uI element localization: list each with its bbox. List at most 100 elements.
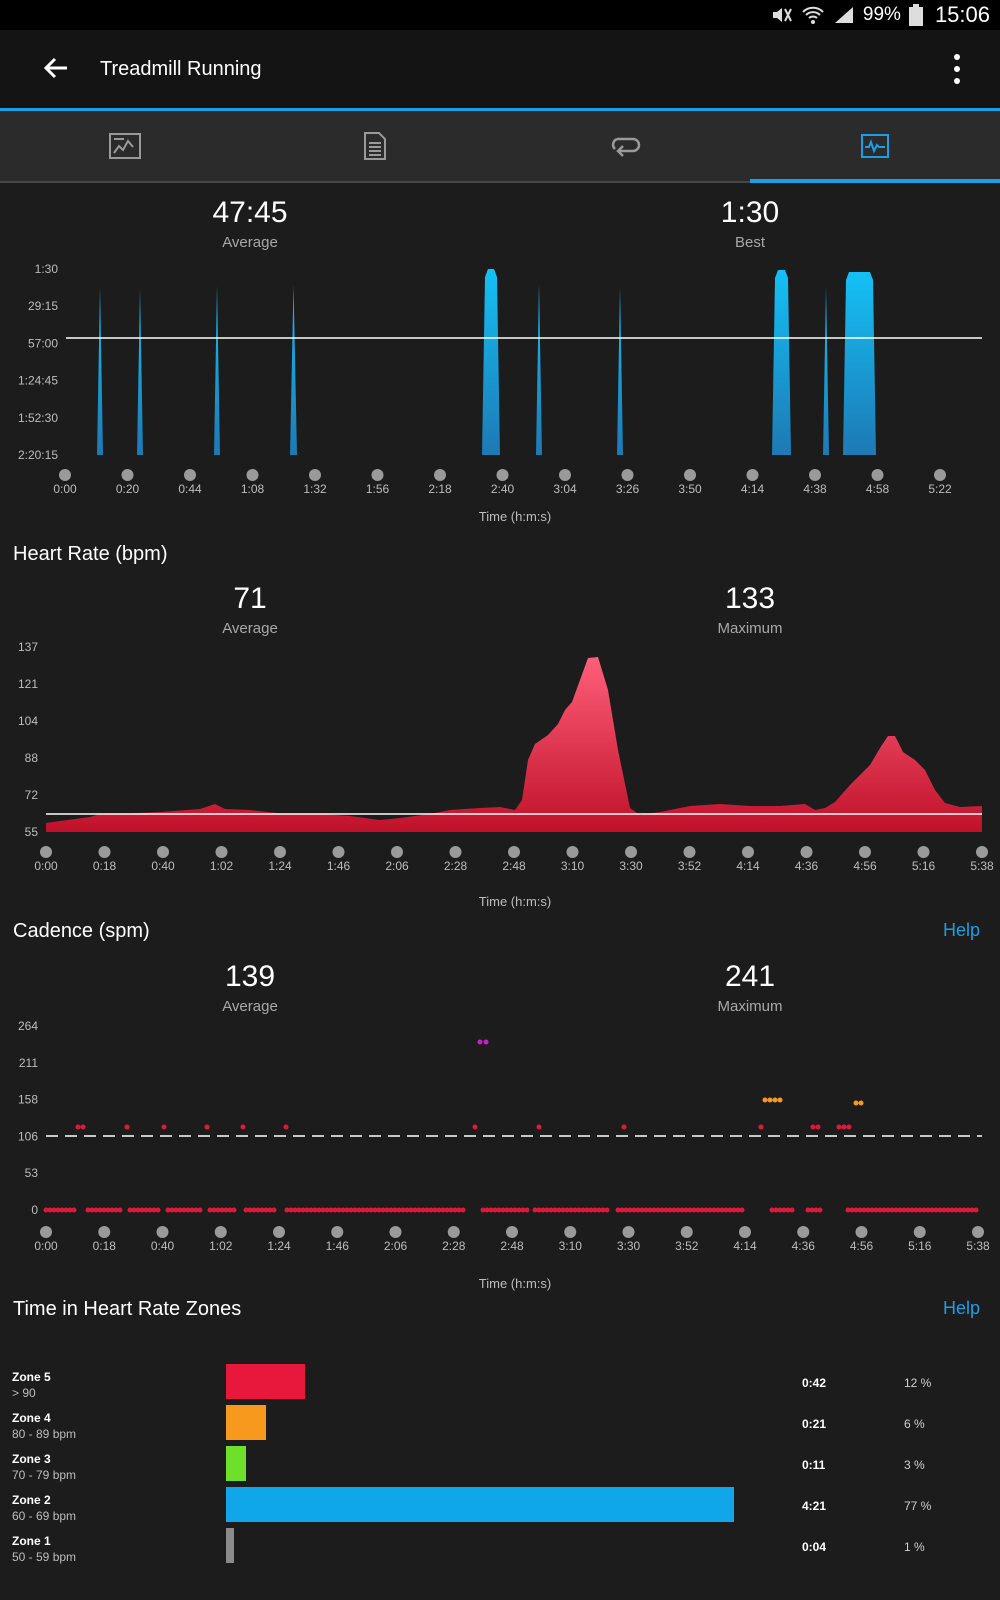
cadence-point <box>695 1207 701 1213</box>
cadence-point <box>63 1207 69 1213</box>
cadence-x-axis-label: Time (h:m:s) <box>479 1276 551 1291</box>
tab-charts[interactable] <box>750 111 1000 183</box>
cadence-x-tick-label: 2:28 <box>442 1239 466 1253</box>
cadence-point <box>480 1207 486 1213</box>
details-icon <box>364 132 386 160</box>
cadence-point <box>925 1207 931 1213</box>
cadence-point <box>316 1207 322 1213</box>
charts-icon <box>861 134 889 158</box>
cadence-point <box>877 1207 883 1213</box>
tab-bar <box>0 111 1000 183</box>
cadence-point <box>161 1124 167 1130</box>
cadence-point <box>492 1207 498 1213</box>
cadence-y-tick-label: 53 <box>25 1166 39 1180</box>
hr-x-tick-label: 2:06 <box>385 859 409 873</box>
more-options-icon[interactable] <box>950 52 964 86</box>
cadence-average-label: Average <box>222 998 278 1015</box>
cadence-point <box>496 1207 502 1213</box>
cadence-point <box>300 1207 306 1213</box>
hr-x-tick-label: 0:00 <box>34 859 58 873</box>
hr-x-tick-label: 4:14 <box>736 859 760 873</box>
zone-time: 0:04 <box>802 1540 827 1554</box>
cadence-point <box>155 1207 161 1213</box>
tab-laps[interactable] <box>500 111 750 181</box>
pace-x-tick-label: 0:00 <box>53 482 77 496</box>
cadence-point <box>416 1207 422 1213</box>
cadence-point <box>267 1207 273 1213</box>
cadence-point <box>781 1207 787 1213</box>
cadence-point <box>67 1207 73 1213</box>
cadence-point <box>592 1207 598 1213</box>
cadence-point <box>348 1207 354 1213</box>
cadence-point <box>308 1207 314 1213</box>
cadence-point <box>51 1207 57 1213</box>
app-bar: Treadmill Running <box>0 30 1000 111</box>
hr-y-tick-label: 55 <box>25 825 39 839</box>
cadence-max-label: Maximum <box>717 998 783 1015</box>
cadence-point <box>131 1207 137 1213</box>
cadence-point <box>758 1124 764 1130</box>
cadence-point <box>683 1207 689 1213</box>
x-axis-tick-dot <box>184 469 196 481</box>
hr-x-tick-label: 5:16 <box>912 859 936 873</box>
cadence-point <box>659 1207 665 1213</box>
cadence-point <box>448 1207 454 1213</box>
cadence-point <box>428 1207 434 1213</box>
zone-percent: 77 % <box>904 1499 932 1513</box>
cadence-point <box>255 1207 261 1213</box>
pace-best-stat: 1:30 Best <box>650 196 850 251</box>
cadence-point <box>731 1207 737 1213</box>
cadence-point <box>873 1207 879 1213</box>
cadence-point <box>177 1207 183 1213</box>
cadence-average-stat: 139 Average <box>150 960 350 1015</box>
cadence-point <box>320 1207 326 1213</box>
x-axis-tick-dot <box>331 1226 344 1238</box>
zone-row: Zone 2 60 - 69 bpm 4:21 77 % <box>0 1487 1000 1533</box>
pace-x-tick-label: 3:26 <box>616 482 640 496</box>
x-axis-tick-dot <box>59 469 71 481</box>
cadence-point <box>777 1097 783 1103</box>
pace-x-tick-label: 2:40 <box>491 482 515 496</box>
cadence-help-link[interactable]: Help <box>942 920 980 940</box>
cadence-point <box>288 1207 294 1213</box>
x-axis-tick-dot <box>121 469 134 481</box>
cadence-max-stat: 241 Maximum <box>650 960 850 1015</box>
cadence-point <box>223 1207 229 1213</box>
x-axis-tick-dot <box>680 1226 693 1238</box>
cadence-point <box>536 1207 542 1213</box>
cadence-point <box>392 1207 398 1213</box>
pace-x-tick-label: 0:20 <box>116 482 140 496</box>
cadence-point <box>420 1207 426 1213</box>
cadence-point <box>259 1207 265 1213</box>
x-axis-tick-dot <box>273 1226 285 1238</box>
x-axis-tick-dot <box>625 846 637 858</box>
tab-summary[interactable] <box>0 111 250 181</box>
cadence-x-tick-label: 1:46 <box>326 1239 350 1253</box>
cadence-point <box>623 1207 629 1213</box>
x-axis-tick-dot <box>156 1226 169 1238</box>
zone-bar <box>226 1487 734 1522</box>
x-axis-tick-dot <box>976 846 988 858</box>
cadence-x-tick-label: 5:16 <box>908 1239 932 1253</box>
hr-zones-help-link[interactable]: Help <box>942 1298 980 1318</box>
cadence-point <box>173 1207 179 1213</box>
cadence-point <box>139 1207 145 1213</box>
hr-x-axis-label: Time (h:m:s) <box>479 894 551 909</box>
cadence-point <box>80 1124 86 1130</box>
tab-details[interactable] <box>250 111 500 181</box>
cadence-point <box>845 1207 851 1213</box>
cadence-point <box>917 1207 923 1213</box>
cadence-point <box>564 1207 570 1213</box>
cadence-point <box>147 1207 153 1213</box>
x-axis-tick-dot <box>40 846 52 858</box>
cadence-point <box>865 1207 871 1213</box>
x-axis-tick-dot <box>40 1226 52 1238</box>
cadence-point <box>841 1124 847 1130</box>
pace-y-tick-label: 57:00 <box>28 336 58 350</box>
x-axis-tick-dot <box>371 469 384 481</box>
x-axis-tick-dot <box>742 846 754 858</box>
cadence-point <box>769 1207 775 1213</box>
back-arrow-icon[interactable] <box>40 52 72 84</box>
x-axis-tick-dot <box>566 846 579 858</box>
cadence-point <box>719 1207 725 1213</box>
